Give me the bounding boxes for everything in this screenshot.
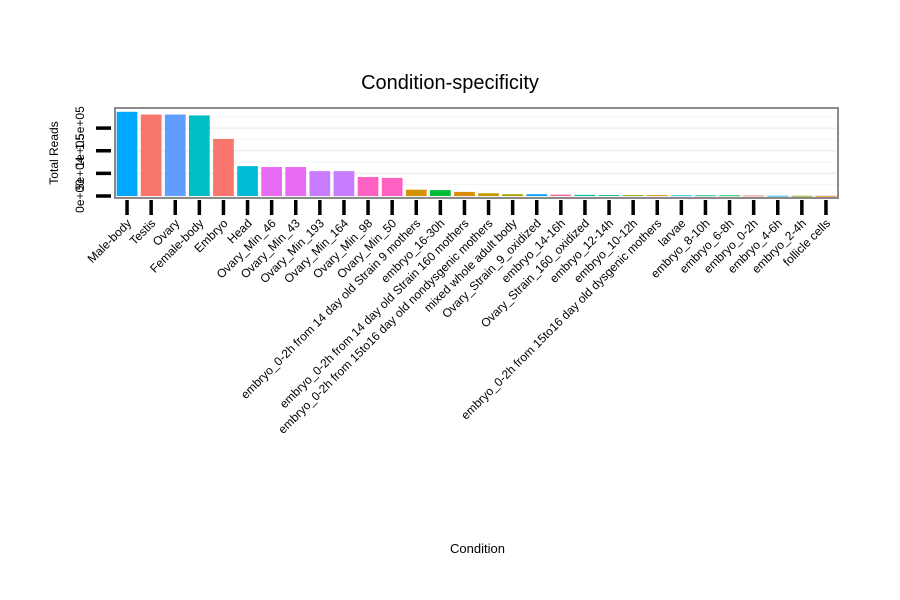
bar bbox=[767, 195, 789, 197]
bar bbox=[622, 195, 644, 196]
bar bbox=[333, 171, 355, 196]
bar bbox=[381, 177, 403, 196]
bar bbox=[646, 195, 668, 196]
bar bbox=[237, 166, 258, 196]
bar bbox=[213, 138, 234, 196]
y-tick-label: 5e+04 bbox=[73, 156, 87, 190]
bar bbox=[791, 195, 813, 197]
bar bbox=[815, 195, 837, 197]
y-tick-label: 0e+00 bbox=[73, 179, 87, 213]
x-axis: Male-bodyTestisOvaryFemale-bodyEmbryoHea… bbox=[85, 200, 833, 436]
bar bbox=[743, 195, 765, 197]
bar bbox=[405, 189, 427, 196]
bar bbox=[502, 194, 524, 196]
bar bbox=[719, 195, 740, 197]
y-axis-label: Total Reads bbox=[47, 121, 61, 184]
bar bbox=[574, 194, 596, 196]
plot-panel bbox=[115, 108, 838, 198]
panel-background bbox=[115, 108, 838, 198]
bar bbox=[454, 191, 475, 196]
bar bbox=[116, 111, 138, 196]
bar bbox=[285, 167, 307, 196]
bar bbox=[670, 195, 692, 197]
bar bbox=[550, 194, 572, 196]
bar bbox=[357, 176, 379, 196]
bar bbox=[429, 190, 451, 196]
bar bbox=[140, 114, 162, 196]
bar bbox=[261, 167, 283, 196]
x-tick-label: Male-body bbox=[85, 216, 135, 266]
bar bbox=[526, 194, 548, 196]
bars-layer bbox=[114, 107, 839, 199]
bar bbox=[598, 195, 620, 196]
chart-title: Condition-specificity bbox=[361, 72, 539, 94]
bar bbox=[188, 115, 210, 196]
y-tick-label: 1.5e+05 bbox=[73, 106, 87, 150]
bar bbox=[478, 193, 499, 196]
panel-border bbox=[114, 107, 839, 199]
x-axis-label: Condition bbox=[450, 541, 505, 556]
bar bbox=[164, 114, 186, 196]
y-tick-label: 1e+05 bbox=[73, 134, 87, 168]
bar bbox=[695, 195, 716, 197]
bar bbox=[309, 171, 331, 196]
